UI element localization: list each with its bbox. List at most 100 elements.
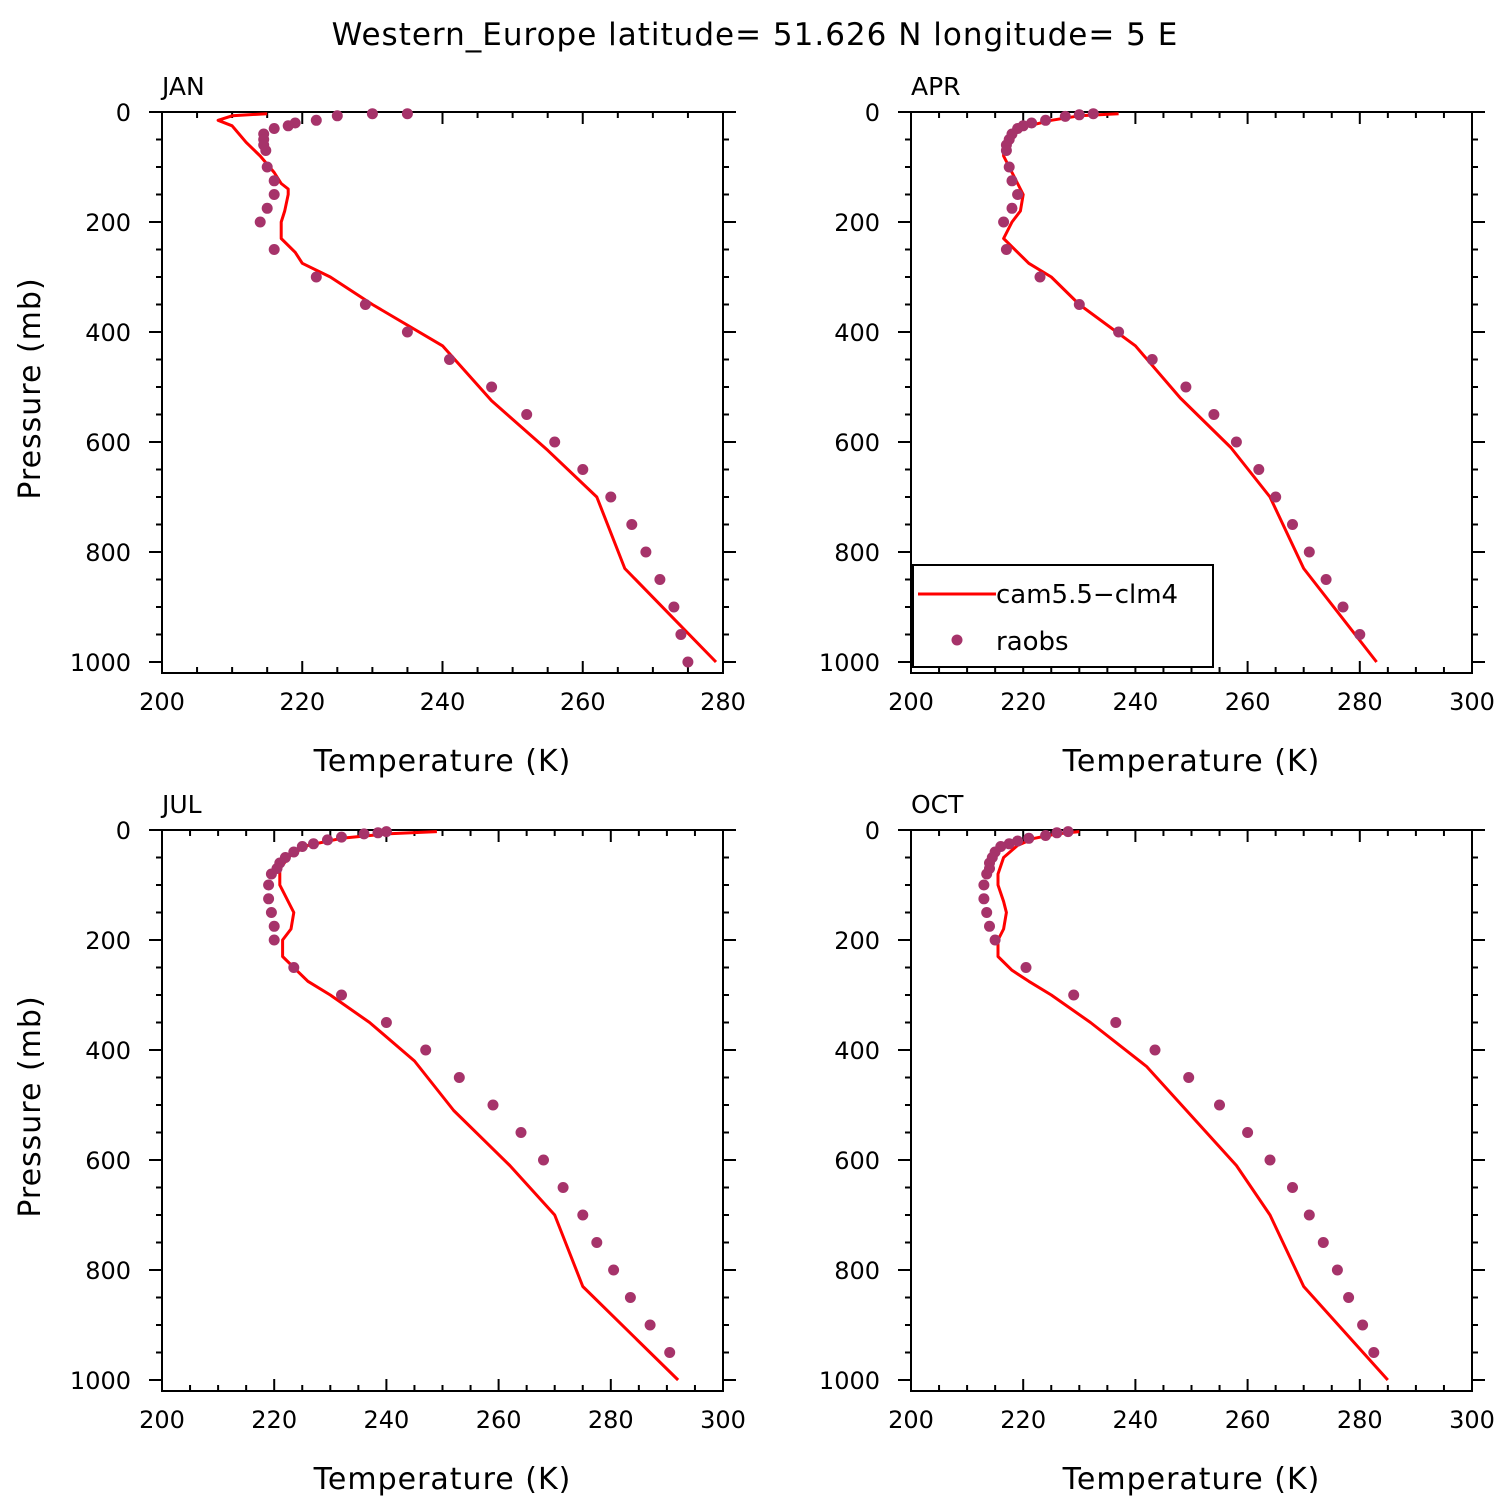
- y-tick-label: 200: [85, 927, 131, 955]
- obs-point: [626, 519, 638, 530]
- legend: cam5.5−clm4 raobs: [912, 564, 1214, 668]
- obs-point: [1073, 109, 1085, 121]
- obs-point: [577, 464, 589, 475]
- y-tick-label: 400: [85, 319, 131, 347]
- x-axis-label: Temperature (K): [313, 1462, 572, 1497]
- obs-point: [254, 216, 266, 228]
- model-line: [996, 830, 1389, 1382]
- y-tick-label: 600: [85, 429, 131, 457]
- x-tick-label: 260: [476, 1406, 522, 1434]
- x-tick-label: 200: [888, 688, 934, 716]
- y-tick-label: 200: [834, 927, 880, 955]
- y-tick-label: 600: [834, 429, 880, 457]
- panel-title: APR: [911, 72, 961, 101]
- obs-point: [1087, 108, 1099, 120]
- obs-point: [1068, 989, 1080, 1001]
- obs-point: [261, 202, 273, 214]
- x-tick-label: 300: [1449, 688, 1495, 716]
- obs-point: [380, 826, 392, 838]
- obs-point: [981, 868, 993, 880]
- x-axis-label: Temperature (K): [313, 744, 572, 779]
- panel-jul: 200 220 240 260 280 300 0 200 400 600 800 1000 JUL Te…: [13, 790, 746, 1497]
- obs-point: [1287, 519, 1298, 530]
- obs-point: [682, 656, 694, 668]
- obs-point: [260, 145, 272, 156]
- obs-point: [1034, 271, 1046, 283]
- obs-point: [1149, 1044, 1161, 1056]
- legend-model-label: cam5.5−clm4: [996, 580, 1178, 610]
- obs-point: [1146, 354, 1158, 365]
- legend-obs-label: raobs: [996, 627, 1069, 657]
- x-tick-label: 200: [139, 688, 185, 716]
- obs-point: [538, 1154, 549, 1166]
- x-tick-label: 220: [251, 1406, 297, 1434]
- obs-point: [605, 491, 617, 503]
- obs-point: [358, 828, 370, 840]
- obs-point: [331, 110, 343, 122]
- obs-point: [664, 1347, 676, 1358]
- obs-point: [372, 827, 384, 839]
- obs-point: [1331, 1264, 1343, 1276]
- y-tick-label: 800: [834, 1257, 880, 1285]
- y-tick-label: 600: [85, 1147, 131, 1175]
- obs-point: [1230, 436, 1242, 448]
- obs-point: [1357, 1319, 1369, 1331]
- obs-point: [359, 299, 371, 310]
- y-tick-label: 800: [85, 1257, 131, 1285]
- obs-point: [268, 123, 280, 134]
- obs-point: [1337, 601, 1349, 613]
- obs-point: [577, 1209, 589, 1221]
- obs-point: [401, 326, 413, 338]
- obs-point: [1264, 1154, 1276, 1166]
- obs-point: [591, 1237, 603, 1248]
- obs-point: [978, 879, 990, 891]
- obs-point: [268, 920, 280, 932]
- obs-point: [515, 1127, 527, 1138]
- obs-point: [487, 1099, 499, 1111]
- obs-point: [1000, 244, 1012, 255]
- obs-point: [608, 1264, 620, 1276]
- obs-point: [644, 1319, 656, 1331]
- panel-title: JUL: [160, 790, 202, 819]
- obs-point: [486, 381, 498, 393]
- x-tick-label: 300: [1449, 1406, 1495, 1434]
- obs-point: [1180, 381, 1192, 393]
- obs-point: [989, 934, 1001, 946]
- x-tick-label: 220: [279, 688, 325, 716]
- obs-point: [263, 893, 275, 905]
- x-tick-label: 280: [700, 688, 746, 716]
- obs-point: [978, 893, 990, 905]
- obs-point: [288, 846, 300, 858]
- model-line: [216, 112, 718, 664]
- obs-point: [1368, 1347, 1380, 1358]
- obs-point: [268, 934, 280, 946]
- obs-point: [366, 108, 378, 120]
- obs-point: [1062, 826, 1074, 838]
- obs-point: [310, 114, 322, 126]
- obs-point: [1242, 1127, 1254, 1138]
- model-line: [278, 830, 680, 1382]
- obs-point: [1287, 1182, 1298, 1193]
- y-axis-label: Pressure (mb): [13, 277, 48, 499]
- y-axis-label: Pressure (mb): [13, 995, 48, 1217]
- obs-point: [265, 907, 277, 918]
- obs-point: [557, 1182, 569, 1193]
- obs-point: [1343, 1292, 1355, 1303]
- obs-point: [268, 244, 280, 255]
- obs-point: [1303, 546, 1315, 558]
- obs-point: [1183, 1072, 1195, 1083]
- obs-point: [1320, 574, 1332, 585]
- plot-frame: [161, 111, 724, 674]
- plot-frame: [161, 829, 724, 1392]
- legend-obs-swatch: [951, 634, 963, 646]
- obs-point: [1023, 832, 1035, 844]
- obs-point: [1026, 117, 1038, 129]
- obs-point: [288, 962, 300, 973]
- y-tick-label: 0: [116, 817, 131, 845]
- x-tick-label: 240: [1112, 1406, 1158, 1434]
- main-title: Western_Europe latitude= 51.626 N longit…: [332, 17, 1179, 53]
- y-tick-label: 1000: [819, 1367, 880, 1395]
- obs-point: [1253, 464, 1265, 475]
- obs-point: [1113, 326, 1125, 338]
